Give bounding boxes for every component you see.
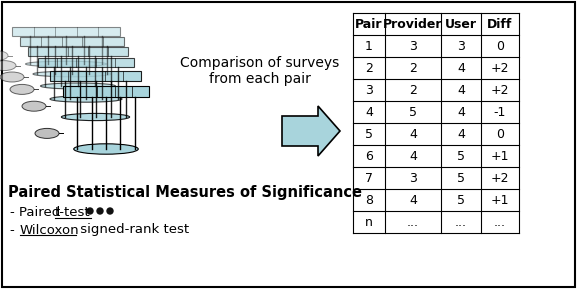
Text: +2: +2 bbox=[491, 171, 509, 184]
Text: 4: 4 bbox=[457, 62, 465, 75]
Bar bbox=[28, 47, 128, 56]
Text: Paired Statistical Measures of Significance: Paired Statistical Measures of Significa… bbox=[8, 186, 362, 201]
Text: ...: ... bbox=[407, 216, 419, 229]
Ellipse shape bbox=[50, 96, 122, 102]
Text: 5: 5 bbox=[457, 171, 465, 184]
Bar bbox=[63, 86, 149, 97]
Text: 4: 4 bbox=[457, 105, 465, 118]
Ellipse shape bbox=[35, 128, 59, 138]
Text: 5: 5 bbox=[365, 127, 373, 140]
Text: 4: 4 bbox=[409, 149, 417, 162]
Ellipse shape bbox=[33, 71, 111, 77]
Ellipse shape bbox=[0, 51, 8, 61]
Text: signed-rank test: signed-rank test bbox=[76, 223, 189, 236]
Text: 4: 4 bbox=[457, 127, 465, 140]
Text: -1: -1 bbox=[494, 105, 506, 118]
Text: 3: 3 bbox=[409, 171, 417, 184]
Text: 4: 4 bbox=[457, 84, 465, 97]
Text: 4: 4 bbox=[409, 127, 417, 140]
Ellipse shape bbox=[40, 83, 115, 89]
Circle shape bbox=[97, 208, 103, 214]
Text: ...: ... bbox=[455, 216, 467, 229]
Circle shape bbox=[107, 208, 113, 214]
Text: 0: 0 bbox=[496, 127, 504, 140]
Text: - Paired: - Paired bbox=[10, 207, 65, 220]
Ellipse shape bbox=[10, 84, 34, 95]
Text: Provider: Provider bbox=[383, 18, 443, 31]
Text: Wilcoxon: Wilcoxon bbox=[20, 223, 80, 236]
Text: 2: 2 bbox=[409, 62, 417, 75]
Text: 7: 7 bbox=[365, 171, 373, 184]
Text: n: n bbox=[365, 216, 373, 229]
Text: 2: 2 bbox=[409, 84, 417, 97]
Text: +1: +1 bbox=[491, 194, 509, 207]
Ellipse shape bbox=[0, 72, 24, 82]
Text: User: User bbox=[445, 18, 477, 31]
Ellipse shape bbox=[74, 144, 138, 154]
Text: 1: 1 bbox=[365, 40, 373, 53]
Text: 5: 5 bbox=[457, 149, 465, 162]
Text: 3: 3 bbox=[409, 40, 417, 53]
Text: 5: 5 bbox=[457, 194, 465, 207]
Text: 0: 0 bbox=[496, 40, 504, 53]
Text: 3: 3 bbox=[365, 84, 373, 97]
Text: 5: 5 bbox=[409, 105, 417, 118]
Text: 2: 2 bbox=[365, 62, 373, 75]
Text: Comparison of surveys
from each pair: Comparison of surveys from each pair bbox=[181, 56, 340, 86]
Text: +2: +2 bbox=[491, 62, 509, 75]
Text: ...: ... bbox=[494, 216, 506, 229]
Text: 3: 3 bbox=[457, 40, 465, 53]
Text: 4: 4 bbox=[409, 194, 417, 207]
Text: 8: 8 bbox=[365, 194, 373, 207]
Ellipse shape bbox=[61, 113, 130, 121]
FancyArrow shape bbox=[282, 106, 340, 156]
Text: +2: +2 bbox=[491, 84, 509, 97]
Text: Diff: Diff bbox=[488, 18, 513, 31]
Text: -: - bbox=[10, 223, 19, 236]
Circle shape bbox=[87, 208, 93, 214]
Ellipse shape bbox=[0, 61, 16, 71]
Ellipse shape bbox=[25, 61, 107, 67]
Text: +1: +1 bbox=[491, 149, 509, 162]
Bar bbox=[20, 37, 124, 46]
Bar bbox=[12, 27, 120, 36]
Bar bbox=[50, 71, 141, 81]
Ellipse shape bbox=[22, 101, 46, 111]
Text: t-test: t-test bbox=[55, 207, 91, 220]
Bar bbox=[38, 58, 134, 67]
Text: 4: 4 bbox=[365, 105, 373, 118]
Text: 6: 6 bbox=[365, 149, 373, 162]
Text: Pair: Pair bbox=[355, 18, 383, 31]
